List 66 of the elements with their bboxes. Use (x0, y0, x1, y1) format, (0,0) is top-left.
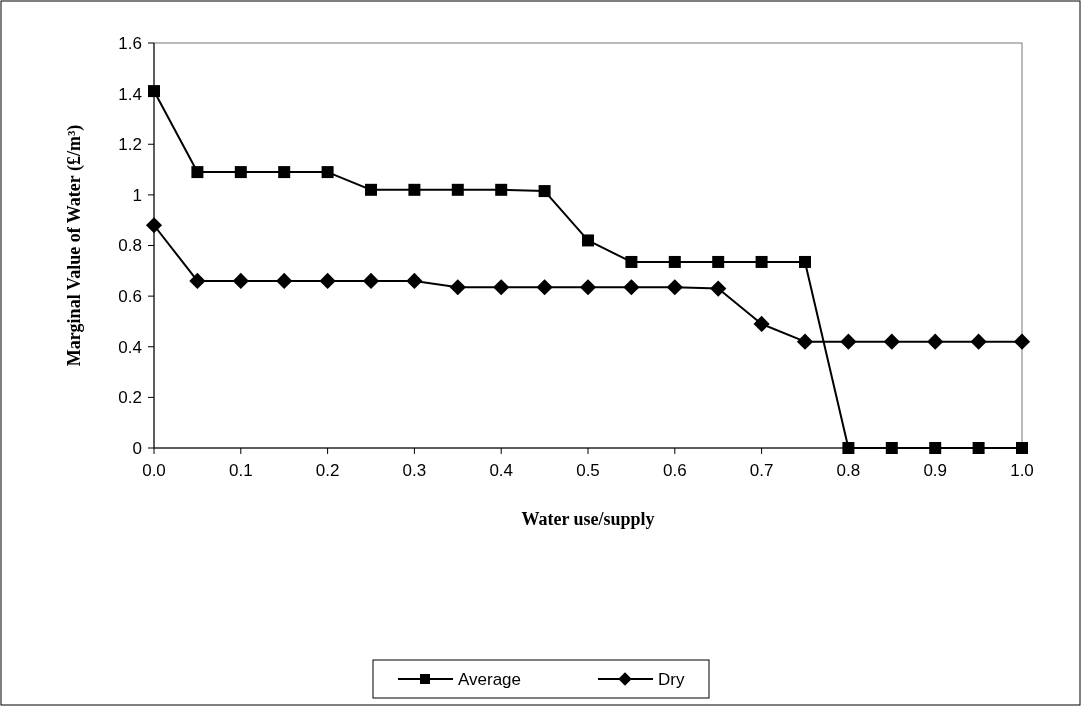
point (710, 280, 727, 297)
x-tick-label: 0.8 (836, 461, 861, 480)
point (753, 315, 770, 333)
point (972, 442, 985, 454)
x-tick-label: 0.3 (402, 461, 427, 480)
point (755, 255, 768, 268)
point (362, 272, 380, 290)
x-axis-title: Water use/supply (521, 509, 655, 529)
legend-label: Dry (658, 669, 685, 689)
point (796, 333, 814, 350)
point (929, 442, 942, 454)
point (1013, 333, 1031, 350)
y-axis-title: Marginal Value of Water (£/m³) (64, 124, 85, 367)
x-tick-label: 0.1 (228, 461, 253, 480)
point (579, 279, 597, 296)
y-tick-label: 0.2 (118, 388, 142, 408)
point (538, 185, 551, 198)
point (666, 279, 683, 296)
point (840, 333, 857, 350)
point (582, 234, 594, 247)
point (449, 279, 466, 296)
y-tick-label: 1.6 (118, 33, 142, 53)
point (145, 217, 163, 234)
x-tick-label: 0.6 (662, 461, 687, 480)
point (970, 333, 987, 350)
point (278, 166, 291, 179)
y-tick-label: 1.2 (118, 135, 142, 155)
point (276, 272, 293, 290)
y-tick-label: 0.4 (118, 337, 142, 357)
point (927, 333, 944, 350)
point (799, 255, 811, 268)
point (189, 272, 206, 290)
y-tick-label: 0.6 (118, 287, 142, 307)
point (712, 255, 725, 268)
point (495, 183, 508, 196)
point (625, 255, 638, 268)
point (191, 166, 204, 179)
point (842, 442, 855, 454)
point (536, 279, 553, 296)
point (319, 272, 336, 290)
point (883, 333, 900, 350)
legend-label: Average (458, 669, 522, 689)
point (885, 442, 898, 454)
x-tick-label: 0.2 (315, 461, 340, 480)
x-tick-label: 0.0 (142, 461, 166, 480)
point (321, 166, 334, 179)
x-tick-label: 0.7 (749, 461, 774, 480)
x-tick-label: 0.9 (923, 461, 948, 480)
point (493, 279, 510, 296)
point (234, 166, 247, 179)
y-tick-label: 0.8 (118, 236, 142, 256)
y-tick-label: 1.4 (118, 84, 142, 104)
point (1016, 442, 1028, 454)
x-tick-label: 0.5 (576, 461, 600, 480)
point (668, 255, 681, 268)
point (406, 272, 423, 290)
y-tick-label: 0 (132, 438, 142, 458)
y-tick-label: 1 (132, 185, 142, 205)
point (232, 272, 249, 290)
point (623, 279, 640, 296)
x-tick-label: 1.0 (1010, 461, 1034, 480)
point (365, 183, 377, 196)
point (148, 85, 160, 98)
point (451, 183, 464, 196)
point (408, 183, 421, 196)
x-tick-label: 0.4 (489, 461, 514, 480)
